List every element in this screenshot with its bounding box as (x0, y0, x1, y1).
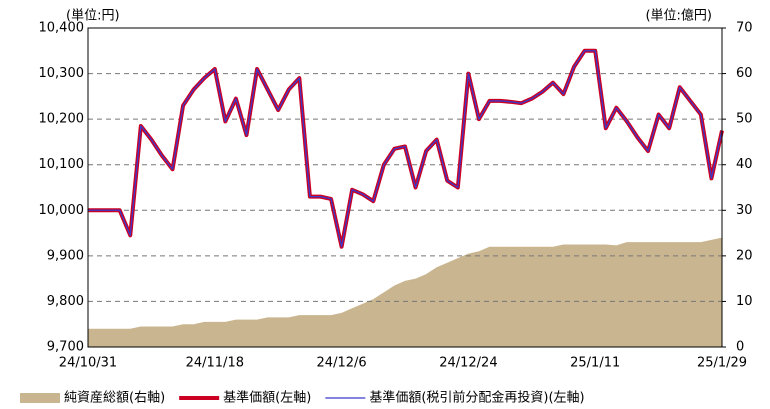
y2-tick-label: 0 (736, 340, 744, 355)
x-tick-label: 25/1/11 (570, 356, 620, 371)
legend-label: 純資産総額(右軸) (64, 390, 165, 406)
y-tick-label: 9,900 (47, 248, 84, 263)
legend-label: 基準価額(左軸) (223, 390, 311, 406)
x-tick-label: 24/12/24 (439, 356, 497, 371)
y-tick-label: 10,300 (39, 66, 85, 81)
x-tick-label: 24/11/18 (186, 356, 244, 371)
y-tick-label: 10,000 (39, 203, 85, 218)
legend-label: 基準価額(税引前分配金再投資)(左軸) (369, 390, 584, 406)
y-tick-label: 9,800 (47, 294, 84, 309)
y2-tick-label: 40 (736, 157, 753, 172)
x-tick-label: 24/12/6 (317, 356, 367, 371)
legend-swatch (20, 393, 60, 403)
y2-tick-label: 10 (736, 294, 753, 309)
y-tick-label: 10,100 (39, 157, 85, 172)
y2-tick-label: 20 (736, 248, 753, 263)
y2-axis-label: (単位:億円) (645, 8, 712, 24)
y2-tick-label: 50 (736, 112, 753, 127)
x-tick-label: 24/10/31 (59, 356, 117, 371)
line (88, 50, 723, 248)
x-tick-label: 25/1/29 (697, 356, 747, 371)
area (88, 237, 722, 347)
y2-tick-label: 60 (736, 66, 753, 81)
y2-tick-label: 70 (736, 21, 753, 36)
y-tick-label: 9,700 (47, 340, 84, 355)
y2-tick-label: 30 (736, 203, 753, 218)
plot-frame (87, 27, 723, 348)
y-axis-label: (単位:円) (66, 8, 120, 24)
y-tick-label: 10,200 (39, 112, 85, 127)
y-tick-label: 10,400 (39, 21, 85, 36)
